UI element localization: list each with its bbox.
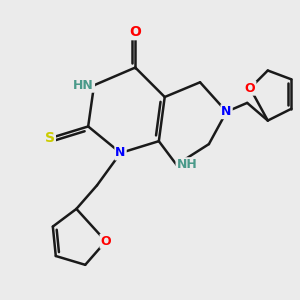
Text: S: S [45,131,55,145]
Text: N: N [221,105,232,118]
Text: HN: HN [73,79,94,92]
Text: O: O [245,82,255,95]
Text: O: O [100,235,111,248]
Text: N: N [116,146,126,159]
Text: NH: NH [176,158,197,171]
Text: O: O [129,25,141,39]
